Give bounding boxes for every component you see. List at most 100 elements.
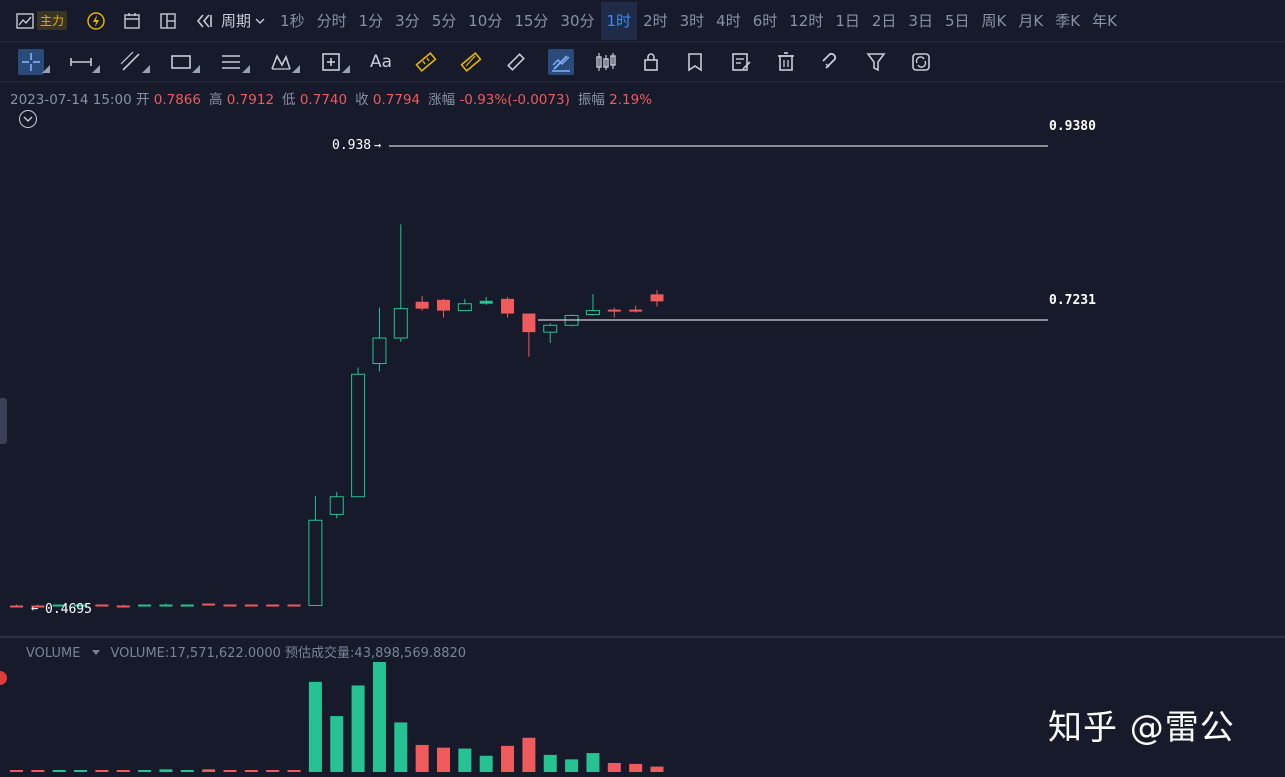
period-8[interactable]: 1时: [600, 1, 638, 40]
candle-body: [522, 313, 536, 333]
period-7[interactable]: 30分: [560, 12, 595, 30]
period-18[interactable]: 周K: [981, 12, 1007, 30]
pattern-icon[interactable]: [268, 49, 300, 75]
rectangle-icon[interactable]: [168, 49, 200, 75]
candle[interactable]: [585, 293, 600, 316]
candle-body: [95, 604, 109, 607]
note-icon[interactable]: [728, 49, 754, 75]
collapse-indicator-button[interactable]: [19, 110, 37, 128]
text-icon[interactable]: Aa: [369, 52, 393, 72]
panel-divider[interactable]: [0, 636, 1285, 638]
volume-bar: [330, 716, 344, 772]
candle[interactable]: [266, 604, 280, 607]
crosshair-icon[interactable]: [18, 49, 50, 75]
candle[interactable]: [564, 314, 579, 327]
calendar-icon[interactable]: [121, 10, 143, 32]
filter-icon[interactable]: [863, 49, 889, 75]
candle[interactable]: [372, 307, 387, 372]
candle[interactable]: [223, 604, 237, 607]
horizontal-line-icon[interactable]: [68, 49, 100, 75]
volume-indicator-name[interactable]: VOLUME: [26, 646, 81, 661]
lock-icon[interactable]: [638, 49, 664, 75]
candle[interactable]: [351, 367, 366, 498]
measure-icon[interactable]: [413, 49, 439, 75]
period-15[interactable]: 2日: [871, 12, 897, 30]
candle-body: [607, 309, 621, 312]
candle[interactable]: [479, 296, 493, 305]
alert-dot[interactable]: [0, 671, 7, 685]
period-5[interactable]: 10分: [468, 12, 503, 30]
period-select[interactable]: 周期: [221, 10, 266, 31]
candle[interactable]: [10, 604, 23, 608]
candle[interactable]: [52, 604, 66, 607]
candle[interactable]: [522, 313, 536, 357]
chevron-down-icon[interactable]: [92, 650, 101, 655]
period-12[interactable]: 6时: [752, 12, 778, 30]
candle-body: [479, 300, 493, 304]
fib-icon[interactable]: [458, 49, 484, 75]
layout-icon[interactable]: [157, 10, 179, 32]
volume-bar: [415, 744, 429, 772]
candle[interactable]: [308, 495, 323, 606]
volume-bar: [31, 770, 45, 772]
period-17[interactable]: 5日: [944, 12, 970, 30]
sync-icon[interactable]: [908, 49, 934, 75]
parallel-lines-icon[interactable]: [218, 49, 250, 75]
volume-bar: [458, 748, 472, 772]
magnet-icon[interactable]: [818, 49, 844, 75]
candle[interactable]: [202, 603, 216, 606]
candle-body: [74, 604, 88, 607]
main-indicator-toggle[interactable]: 主力: [16, 11, 68, 30]
high-value: 0.7912: [226, 92, 275, 108]
candle[interactable]: [329, 491, 344, 519]
period-16[interactable]: 3日: [908, 12, 933, 30]
period-1[interactable]: 分时: [316, 12, 347, 30]
candle[interactable]: [393, 224, 408, 342]
trend-line-icon[interactable]: [118, 49, 150, 75]
trash-icon[interactable]: [773, 49, 799, 75]
ruler-icon[interactable]: [503, 49, 529, 75]
candle[interactable]: [543, 323, 558, 343]
candle[interactable]: [437, 298, 450, 318]
period-0[interactable]: 1秒: [280, 12, 305, 30]
period-21[interactable]: 年K: [1092, 12, 1117, 30]
candle[interactable]: [244, 604, 258, 607]
volume-bar: [607, 762, 621, 772]
candles-icon[interactable]: [593, 49, 619, 75]
period-11[interactable]: 4时: [716, 12, 741, 30]
candle[interactable]: [501, 296, 515, 318]
candle[interactable]: [607, 307, 621, 318]
candle[interactable]: [629, 305, 643, 313]
copy-icon[interactable]: [683, 49, 709, 75]
period-2[interactable]: 1分: [358, 12, 384, 30]
candle[interactable]: [31, 604, 45, 608]
add-box-icon[interactable]: [318, 49, 350, 75]
period-10[interactable]: 3时: [679, 12, 705, 30]
side-panel-handle[interactable]: [0, 398, 7, 444]
candle[interactable]: [95, 604, 109, 607]
period-6[interactable]: 15分: [514, 12, 549, 30]
candle[interactable]: [457, 298, 472, 312]
period-3[interactable]: 3分: [395, 12, 420, 30]
candle[interactable]: [116, 604, 130, 608]
candle[interactable]: [159, 603, 173, 607]
period-13[interactable]: 12时: [789, 12, 824, 30]
flash-icon[interactable]: [85, 10, 107, 32]
candle[interactable]: [138, 604, 152, 607]
period-9[interactable]: 2时: [643, 12, 668, 30]
change-label: 涨幅: [428, 92, 456, 108]
max-marker-arrow: →: [374, 138, 381, 152]
candle[interactable]: [180, 604, 194, 607]
period-4[interactable]: 5分: [431, 12, 457, 30]
rewind-icon[interactable]: [193, 10, 215, 32]
max-marker-label: 0.938: [332, 138, 371, 153]
period-14[interactable]: 1日: [835, 12, 860, 30]
candle-body: [266, 604, 280, 607]
candle[interactable]: [287, 604, 301, 607]
brush-icon[interactable]: [548, 49, 574, 75]
candle[interactable]: [74, 604, 88, 607]
period-19[interactable]: 月K: [1018, 12, 1044, 30]
candle[interactable]: [415, 295, 429, 311]
period-20[interactable]: 季K: [1055, 12, 1081, 30]
candle[interactable]: [650, 289, 664, 307]
